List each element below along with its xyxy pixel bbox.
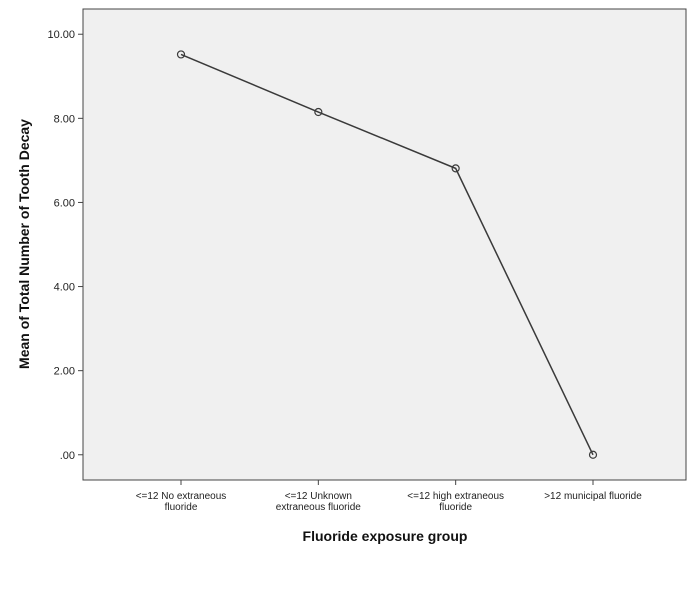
data-point [176,50,186,59]
y-tick-label: 4.00 [54,282,75,294]
y-tick-label: .00 [60,450,75,462]
x-tick-label: fluoride [165,502,198,513]
plot-area [82,8,687,481]
x-tick-label: extraneous fluoride [276,502,361,513]
data-point [588,450,598,459]
data-point [314,107,323,117]
x-tick-label: >12 municipal fluoride [544,491,642,502]
x-tick-label: <=12 Unknown [285,491,352,502]
y-axis-title: Mean of Total Number of Tooth Decay [16,119,32,369]
x-tick-label: <=12 No extraneous [136,491,227,502]
x-tick-label: <=12 high extraneous [407,491,504,502]
series-line [176,50,598,459]
x-tick-label: fluoride [439,502,472,513]
y-tick-label: 2.00 [54,366,75,378]
y-axis: .00 2.00 4.00 6.00 8.00 10.00 [47,29,83,462]
y-tick-label: 6.00 [54,197,75,209]
series-line-path [180,53,594,456]
data-point [451,164,460,173]
y-tick-label: 8.00 [54,113,75,125]
x-axis-title: Fluoride exposure group [303,528,468,544]
y-tick-label: 10.00 [47,29,75,41]
